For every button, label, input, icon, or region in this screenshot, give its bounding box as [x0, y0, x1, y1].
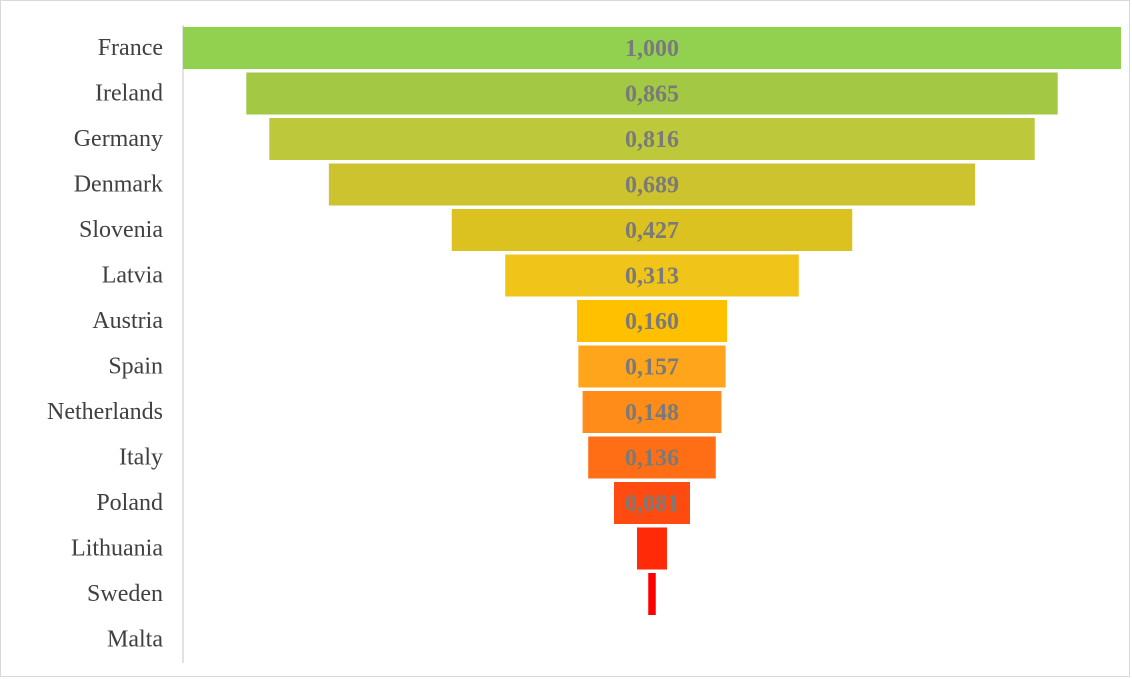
category-label: Denmark: [74, 172, 163, 198]
category-label: Netherlands: [47, 399, 163, 425]
funnel-bar: [269, 118, 1035, 160]
category-label: Malta: [107, 627, 163, 653]
bars-group: [183, 27, 1121, 615]
category-label: Latvia: [102, 263, 164, 289]
value-label: 0,865: [625, 82, 679, 108]
value-label: 0,689: [625, 173, 679, 199]
funnel-bar: [588, 436, 716, 479]
funnel-bar: [246, 72, 1058, 115]
value-label: 0,160: [625, 309, 679, 335]
funnel-bar: [328, 163, 976, 206]
value-label: 0,313: [625, 264, 679, 290]
value-label: 0,148: [625, 400, 679, 426]
category-labels-group: France Ireland Germany Denmark Slovenia Latvi…: [47, 35, 163, 653]
value-label: 0,081: [625, 491, 679, 517]
value-label: 1,000: [625, 36, 679, 62]
category-label: Germany: [74, 126, 163, 152]
category-label: Ireland: [95, 81, 163, 107]
funnel-bar: [505, 254, 799, 297]
value-label: 0,157: [625, 355, 679, 381]
funnel-bar: [648, 573, 656, 615]
value-label: 0,427: [625, 218, 679, 244]
category-label: Austria: [92, 308, 163, 334]
value-label: 0,816: [625, 127, 679, 153]
category-label: France: [98, 35, 163, 61]
category-label: Poland: [96, 490, 163, 516]
category-label: Slovenia: [79, 217, 163, 243]
value-labels-group: 1,000 0,865 0,816 0,689 0,427 0,313 0,160 0,157…: [625, 36, 679, 517]
funnel-bar: [582, 391, 722, 433]
funnel-bar: [578, 345, 726, 388]
value-label: 0,136: [625, 446, 679, 472]
category-label: Spain: [108, 354, 163, 380]
funnel-bar: [576, 300, 728, 342]
category-label: Lithuania: [71, 536, 163, 562]
funnel-bar: [451, 209, 853, 251]
category-label: Italy: [119, 445, 163, 471]
funnel-bar: [636, 527, 668, 570]
funnel-bar: [183, 27, 1121, 69]
funnel-bar: [614, 482, 690, 524]
category-label: Sweden: [87, 581, 163, 607]
